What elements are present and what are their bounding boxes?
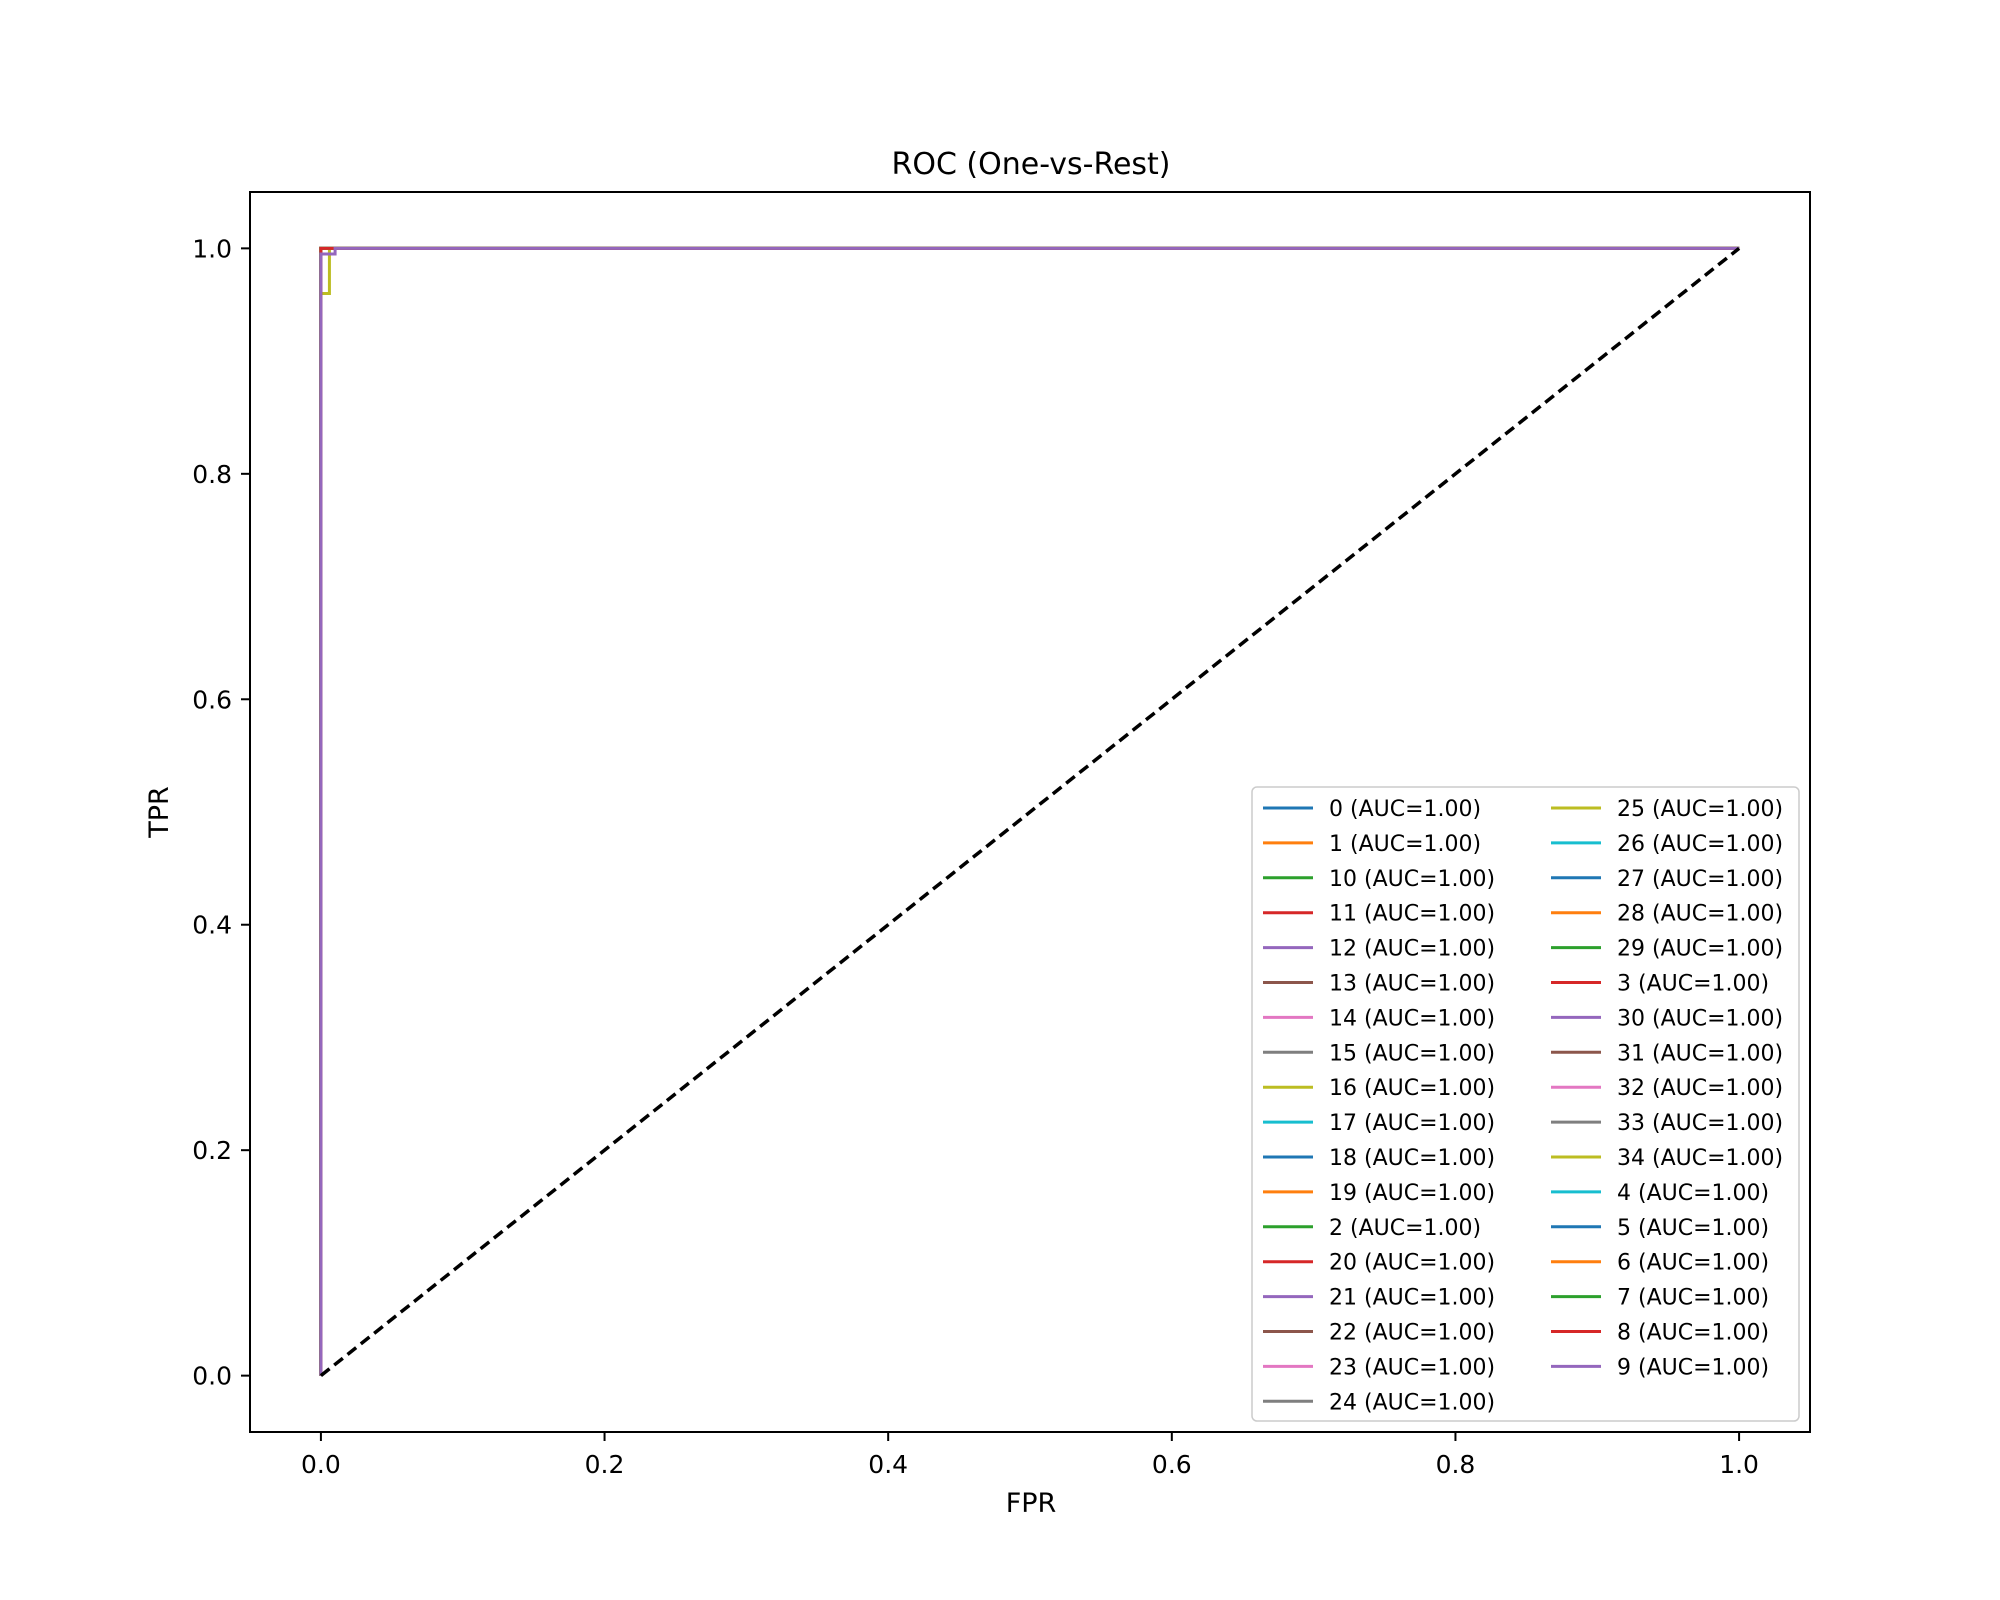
legend-label: 5 (AUC=1.00) (1617, 1216, 1769, 1241)
legend-label: 1 (AUC=1.00) (1329, 832, 1481, 857)
y-axis-ticks: 0.0 0.2 0.4 0.6 0.8 1.0 (192, 234, 250, 1391)
legend-label: 29 (AUC=1.00) (1617, 937, 1783, 962)
legend-label: 27 (AUC=1.00) (1617, 867, 1783, 892)
series-layer (319, 246, 1740, 1376)
baseline-layer (319, 246, 1741, 1378)
legend-items: 0 (AUC=1.00) 1 (AUC=1.00) 10 (AUC=1.00) 11 … (1263, 797, 1783, 1415)
y-axis-label: TPR (144, 786, 175, 839)
y-tick-label: 1.0 (192, 234, 232, 263)
x-tick-label: 0.6 (1152, 1450, 1192, 1479)
legend-label: 10 (AUC=1.00) (1329, 867, 1495, 892)
legend-label: 25 (AUC=1.00) (1617, 797, 1783, 822)
legend-box (1251, 786, 1800, 1422)
legend-label: 33 (AUC=1.00) (1617, 1111, 1783, 1136)
legend-label: 18 (AUC=1.00) (1329, 1146, 1495, 1171)
chance-diagonal-line (319, 246, 1741, 1378)
y-tick-label: 0.2 (192, 1136, 232, 1165)
legend-label: 4 (AUC=1.00) (1617, 1181, 1769, 1206)
legend-label: 30 (AUC=1.00) (1617, 1006, 1783, 1031)
legend-label: 8 (AUC=1.00) (1617, 1321, 1769, 1346)
legend-label: 9 (AUC=1.00) (1617, 1355, 1769, 1380)
legend-label: 6 (AUC=1.00) (1617, 1251, 1769, 1276)
legend-label: 19 (AUC=1.00) (1329, 1181, 1495, 1206)
legend-label: 14 (AUC=1.00) (1329, 1006, 1495, 1031)
legend-label: 3 (AUC=1.00) (1617, 972, 1769, 997)
x-axis-ticks: 0.0 0.2 0.4 0.6 0.8 1.0 (301, 1432, 1759, 1479)
legend-label: 26 (AUC=1.00) (1617, 832, 1783, 857)
x-tick-label: 1.0 (1719, 1450, 1759, 1479)
legend-label: 15 (AUC=1.00) (1329, 1041, 1495, 1066)
legend-label: 32 (AUC=1.00) (1617, 1076, 1783, 1101)
y-tick-label: 0.8 (192, 460, 232, 489)
legend: 0 (AUC=1.00) 1 (AUC=1.00) 10 (AUC=1.00) 11 … (1251, 786, 1800, 1422)
y-tick-label: 0.0 (192, 1362, 232, 1391)
legend-label: 28 (AUC=1.00) (1617, 902, 1783, 927)
legend-label: 13 (AUC=1.00) (1329, 972, 1495, 997)
legend-label: 7 (AUC=1.00) (1617, 1286, 1769, 1311)
x-tick-label: 0.0 (301, 1450, 341, 1479)
x-axis-label: FPR (1006, 1488, 1057, 1519)
x-tick-label: 0.8 (1436, 1450, 1476, 1479)
series-line-9 (319, 246, 1740, 1376)
legend-label: 20 (AUC=1.00) (1329, 1251, 1495, 1276)
legend-label: 12 (AUC=1.00) (1329, 937, 1495, 962)
legend-label: 16 (AUC=1.00) (1329, 1076, 1495, 1101)
legend-label: 21 (AUC=1.00) (1329, 1286, 1495, 1311)
legend-label: 0 (AUC=1.00) (1329, 797, 1481, 822)
axes-frame (249, 191, 1811, 1433)
x-tick-label: 0.4 (868, 1450, 908, 1479)
legend-label: 2 (AUC=1.00) (1329, 1216, 1481, 1241)
legend-label: 17 (AUC=1.00) (1329, 1111, 1495, 1136)
legend-label: 24 (AUC=1.00) (1329, 1390, 1495, 1415)
legend-label: 22 (AUC=1.00) (1329, 1321, 1495, 1346)
y-tick-label: 0.4 (192, 911, 232, 940)
legend-label: 11 (AUC=1.00) (1329, 902, 1495, 927)
chart-title: ROC (One-vs-Rest) (891, 147, 1170, 182)
legend-label: 23 (AUC=1.00) (1329, 1355, 1495, 1380)
legend-label: 31 (AUC=1.00) (1617, 1041, 1783, 1066)
x-tick-label: 0.2 (585, 1450, 625, 1479)
y-tick-label: 0.6 (192, 685, 232, 714)
legend-label: 34 (AUC=1.00) (1617, 1146, 1783, 1171)
